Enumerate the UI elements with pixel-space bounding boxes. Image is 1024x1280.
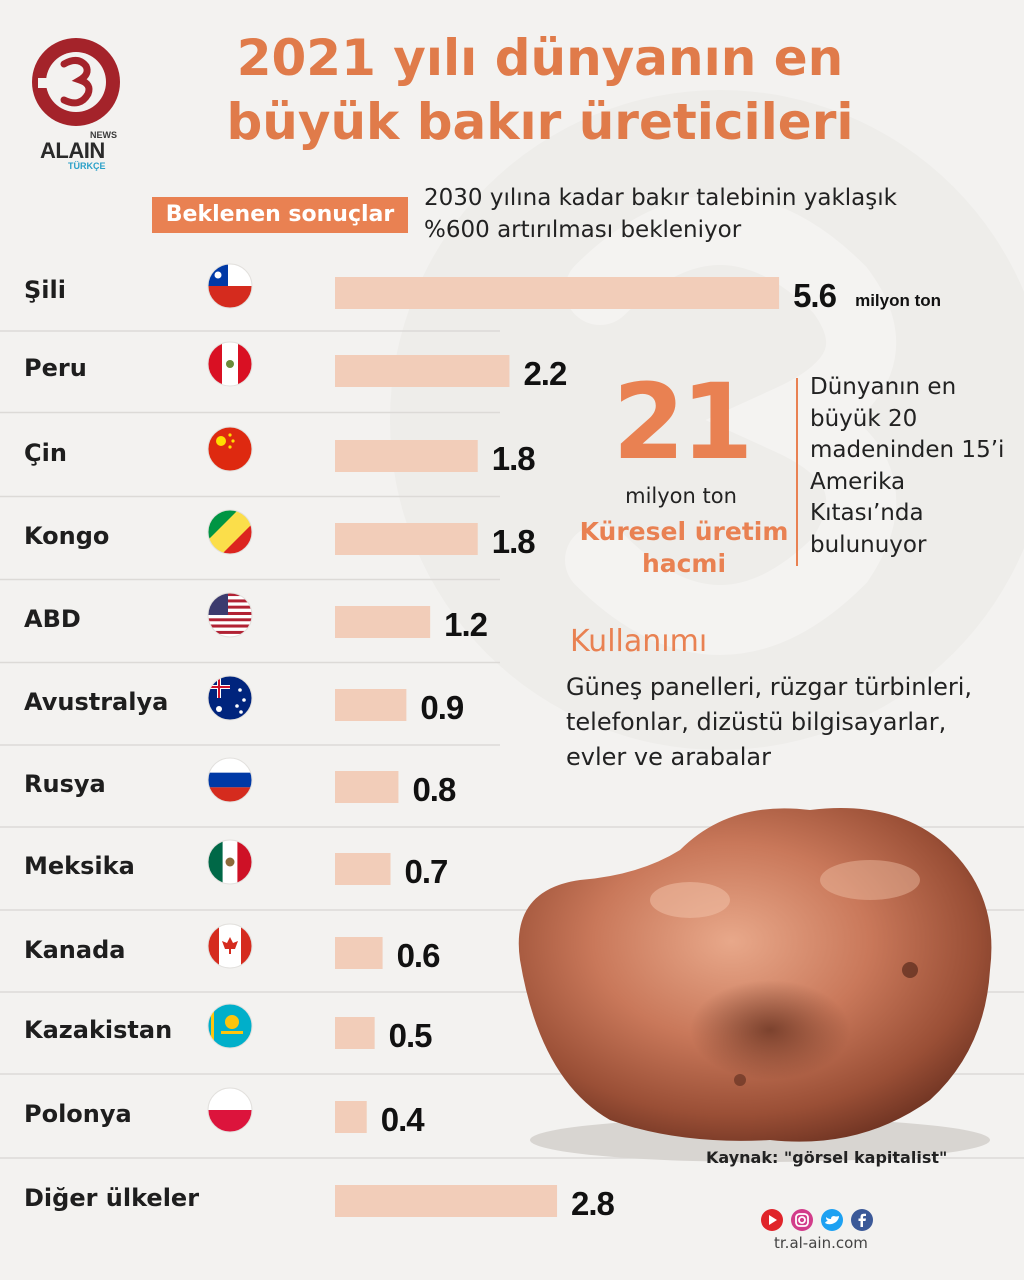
- bar-value-label: 2.8: [571, 1185, 615, 1222]
- country-name: Kongo: [24, 522, 109, 550]
- bar: [335, 277, 780, 309]
- mines-line-3: madeninden 15’i: [810, 437, 1005, 463]
- bar-value-label: 0.4: [381, 1101, 426, 1138]
- bar-value-label: 0.9: [420, 689, 464, 726]
- bar: [335, 853, 391, 885]
- title-line-2: büyük bakır üreticileri: [226, 93, 854, 151]
- usa-flag-icon: [207, 592, 253, 638]
- usage-text: Güneş panelleri, rüzgar türbinleri, tele…: [566, 670, 1016, 775]
- bar-value-label: 1.8: [492, 440, 536, 477]
- bar: [335, 355, 510, 387]
- twitter-icon[interactable]: [821, 1209, 843, 1231]
- country-name: Kazakistan: [24, 1016, 172, 1044]
- bar: [335, 937, 383, 969]
- youtube-icon[interactable]: [761, 1209, 783, 1231]
- chile-flag-icon: [207, 263, 253, 309]
- bar: [335, 771, 399, 803]
- bar-value-label: 1.8: [492, 523, 536, 560]
- mines-line-4: Amerika: [810, 468, 906, 495]
- mines-line-1: Dünyanın en: [810, 374, 957, 400]
- australia-flag-icon: [207, 675, 253, 721]
- mines-note: Dünyanın en büyük 20 madeninden 15’i Ame…: [810, 372, 1010, 561]
- title-line-1: 2021 yılı dünyanın en: [236, 29, 844, 87]
- country-name: Peru: [24, 354, 87, 382]
- bar-value-label: 1.2: [444, 606, 488, 643]
- expected-line-1: 2030 yılına kadar bakır talebinin yaklaş…: [424, 185, 897, 211]
- bar-value-label: 2.2: [523, 355, 567, 392]
- bar-value-label: 0.8: [412, 771, 456, 808]
- kazakhstan-flag-icon: [207, 1003, 253, 1049]
- russia-flag-icon: [207, 757, 253, 803]
- country-name: Şili: [24, 276, 66, 304]
- country-name: Kanada: [24, 936, 125, 964]
- poland-flag-icon: [207, 1087, 253, 1133]
- unit-label: milyon ton: [855, 291, 941, 310]
- usage-title: Kullanımı: [570, 624, 708, 659]
- page-title: 2021 yılı dünyanın en büyük bakır üretic…: [190, 26, 890, 154]
- website-link[interactable]: tr.al-ain.com: [774, 1234, 868, 1252]
- total-production-unit: milyon ton: [625, 484, 737, 508]
- mines-line-2: büyük 20: [810, 405, 918, 432]
- expected-text: 2030 yılına kadar bakır talebinin yaklaş…: [424, 182, 984, 246]
- bar: [335, 1101, 367, 1133]
- congo-flag-icon: [207, 509, 253, 555]
- instagram-icon[interactable]: [791, 1209, 813, 1231]
- country-name: ABD: [24, 605, 81, 633]
- production-bar-chart: Şili 5.6 milyon ton Peru 2.2 Çin 1.8 Kongo 1.8 AB…: [0, 263, 1024, 1222]
- bar-value-label: 5.6: [793, 277, 837, 314]
- usage-line-2: telefonlar, dizüstü bilgisayarlar,: [566, 708, 947, 736]
- copper-nugget-image: [518, 808, 992, 1162]
- total-label-line-1: Küresel üretim: [579, 517, 789, 546]
- bar: [335, 440, 478, 472]
- country-name: Polonya: [24, 1100, 132, 1128]
- bar-value-label: 0.6: [397, 937, 441, 974]
- source-note: Kaynak: "görsel kapitalist": [706, 1148, 948, 1167]
- country-name: Çin: [24, 439, 67, 467]
- china-flag-icon: [207, 426, 253, 472]
- usage-line-1: Güneş panelleri, rüzgar türbinleri,: [566, 673, 973, 701]
- bar-value-label: 0.5: [389, 1017, 433, 1054]
- bar: [335, 689, 407, 721]
- brand-name: ALAIN: [40, 138, 105, 163]
- expected-badge: Beklenen sonuçlar: [152, 197, 408, 233]
- total-production-label: Küresel üretim hacmi: [574, 516, 794, 580]
- bar: [335, 523, 478, 555]
- canada-flag-icon: [207, 923, 253, 969]
- expected-line-2: %600 artırılması bekleniyor: [424, 217, 742, 243]
- brand-sub: TÜRKÇE: [68, 161, 106, 171]
- divider-line: [796, 378, 798, 566]
- mines-line-5: Kıtası’nda: [810, 500, 924, 526]
- bar-value-label: 0.7: [405, 853, 448, 890]
- country-name: Rusya: [24, 770, 106, 798]
- mexico-flag-icon: [207, 839, 253, 885]
- alain-logo-icon: [32, 38, 120, 126]
- bar: [335, 1185, 558, 1217]
- mines-line-6: bulunuyor: [810, 531, 927, 558]
- total-label-line-2: hacmi: [641, 549, 727, 578]
- country-name: Diğer ülkeler: [24, 1184, 199, 1212]
- usage-line-3: evler ve arabalar: [566, 743, 771, 771]
- total-production-value: 21: [612, 361, 754, 483]
- brand-news: NEWS: [90, 130, 117, 140]
- bar: [335, 1017, 375, 1049]
- facebook-icon[interactable]: [851, 1209, 873, 1231]
- peru-flag-icon: [207, 341, 253, 387]
- background-logo-watermark: [390, 90, 1024, 750]
- country-name: Avustralya: [24, 688, 168, 716]
- country-name: Meksika: [24, 852, 135, 880]
- social-icons: [761, 1209, 873, 1231]
- bar: [335, 606, 431, 638]
